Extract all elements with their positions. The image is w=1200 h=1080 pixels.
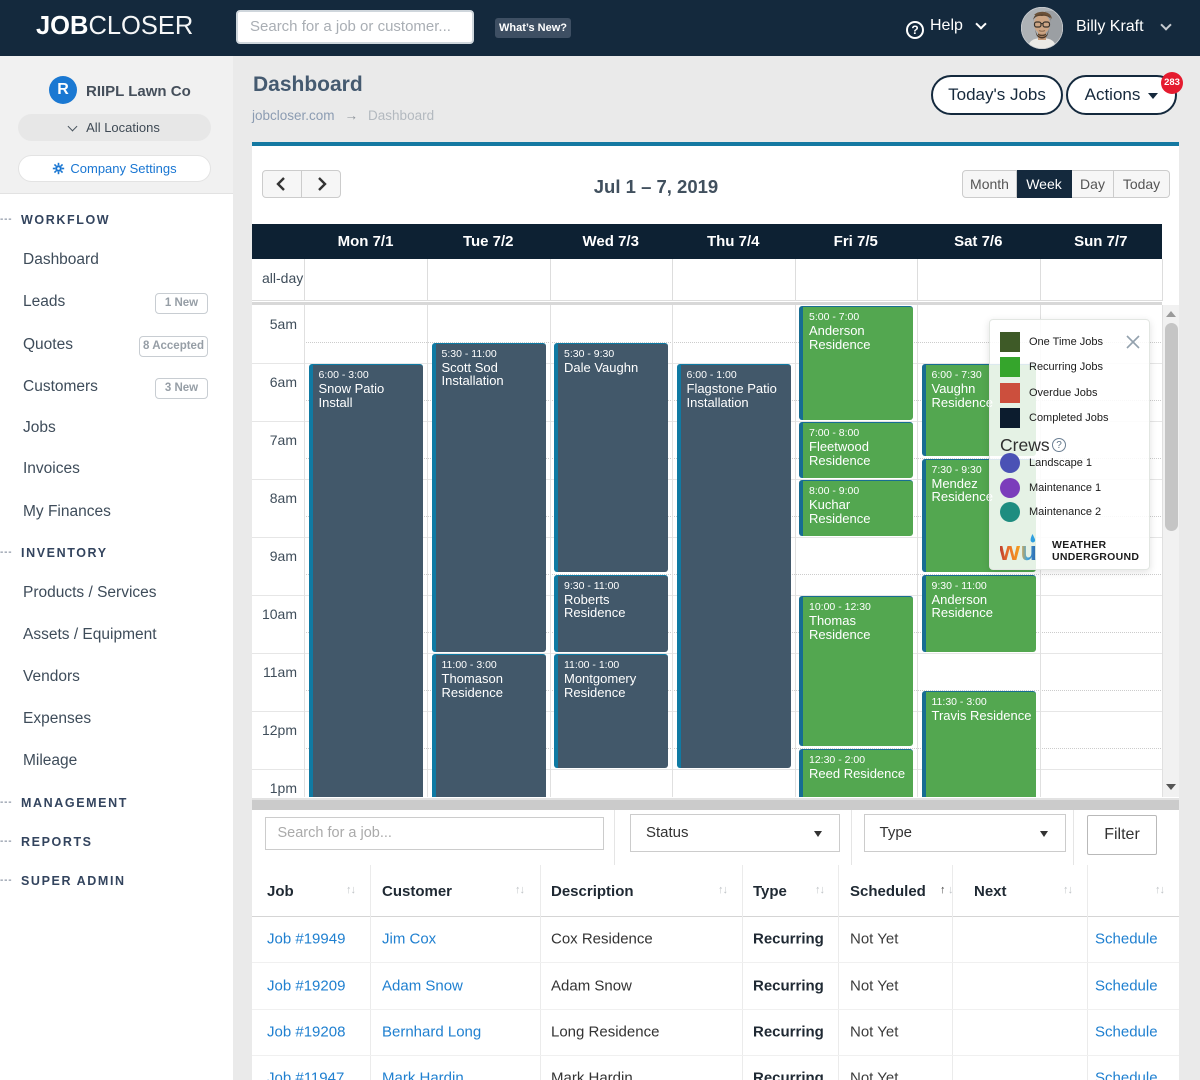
svg-text:u: u	[1021, 536, 1038, 565]
svg-text:w: w	[1000, 536, 1021, 565]
